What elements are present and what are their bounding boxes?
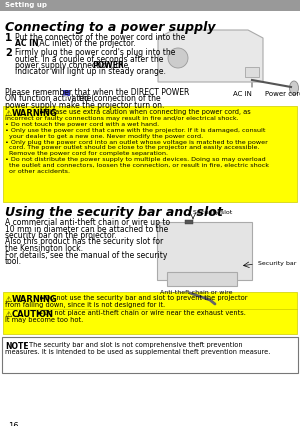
Text: ⚠: ⚠ <box>5 295 13 304</box>
Text: A commercial anti-theft chain or wire up to: A commercial anti-theft chain or wire up… <box>5 218 170 227</box>
Polygon shape <box>158 30 263 82</box>
Text: your dealer to get a new one. Never modify the power cord.: your dealer to get a new one. Never modi… <box>5 134 203 139</box>
Text: ►Do not place anti-theft chain or wire near the exhaust vents.: ►Do not place anti-theft chain or wire n… <box>38 310 246 316</box>
Text: 16: 16 <box>8 422 19 426</box>
Text: ON function activated (: ON function activated ( <box>5 95 94 104</box>
FancyBboxPatch shape <box>167 272 237 286</box>
Text: Put the connector of the power cord into the: Put the connector of the power cord into… <box>15 33 185 42</box>
Text: from falling down, since it is not designed for it.: from falling down, since it is not desig… <box>5 302 165 308</box>
Text: It may become too hot.: It may become too hot. <box>5 317 83 323</box>
FancyBboxPatch shape <box>2 337 298 373</box>
Text: the Kensington lock.: the Kensington lock. <box>5 244 83 253</box>
Text: 2: 2 <box>5 48 12 58</box>
Text: WARNING: WARNING <box>12 295 58 304</box>
Text: 10 mm in diameter can be attached to the: 10 mm in diameter can be attached to the <box>5 225 168 233</box>
Text: • The security bar and slot is not comprehensive theft prevention: • The security bar and slot is not compr… <box>23 342 243 348</box>
Text: security bar on the projector.: security bar on the projector. <box>5 231 116 240</box>
Text: or other accidents.: or other accidents. <box>5 169 70 174</box>
Text: indicator will light up in steady orange.: indicator will light up in steady orange… <box>15 67 166 77</box>
Text: ⚠: ⚠ <box>5 310 13 319</box>
Text: Setting up: Setting up <box>5 3 47 9</box>
Text: AC IN: AC IN <box>15 40 38 49</box>
Text: the outlet and connectors, loosen the connection, or result in fire, electric sh: the outlet and connectors, loosen the co… <box>5 163 269 168</box>
Text: Security slot: Security slot <box>193 210 232 215</box>
Text: power supply connection, the: power supply connection, the <box>15 61 130 70</box>
Text: Firmly plug the power cord's plug into the: Firmly plug the power cord's plug into t… <box>15 48 175 57</box>
Text: .: . <box>10 33 13 43</box>
Text: (AC inlet) of the projector.: (AC inlet) of the projector. <box>34 40 136 49</box>
Text: tool.: tool. <box>5 257 22 266</box>
Text: Security bar: Security bar <box>258 261 296 266</box>
Text: outlet. In a couple of seconds after the: outlet. In a couple of seconds after the <box>15 55 164 63</box>
Ellipse shape <box>290 81 298 95</box>
Text: Remove the power cord for complete separation.: Remove the power cord for complete separ… <box>5 151 168 156</box>
Text: measures. It is intended to be used as supplemental theft prevention measure.: measures. It is intended to be used as s… <box>5 349 270 355</box>
FancyBboxPatch shape <box>157 222 252 280</box>
Text: ►Do not use the security bar and slot to prevent the projector: ►Do not use the security bar and slot to… <box>40 295 248 301</box>
Bar <box>3 106 297 202</box>
Text: 55: 55 <box>63 95 69 100</box>
Text: Connecting to a power supply: Connecting to a power supply <box>5 21 215 34</box>
Text: • Do not distribute the power supply to multiple devices. Doing so may overload: • Do not distribute the power supply to … <box>5 157 266 162</box>
Text: .: . <box>10 48 13 58</box>
Bar <box>0 0 300 11</box>
Text: CAUTION: CAUTION <box>12 310 54 319</box>
Text: ⚠: ⚠ <box>5 109 13 118</box>
Circle shape <box>168 48 188 68</box>
Bar <box>3 292 297 334</box>
Text: Anti-theft chain or wire: Anti-theft chain or wire <box>160 290 232 295</box>
Text: incorrect or faulty connections may result in fire and/or electrical shock.: incorrect or faulty connections may resu… <box>5 116 238 121</box>
Text: cord. The power outlet should be close to the projector and easily accessible.: cord. The power outlet should be close t… <box>5 146 260 150</box>
Text: POWER: POWER <box>92 61 124 70</box>
Bar <box>62 90 70 95</box>
Text: AC IN: AC IN <box>233 91 252 97</box>
Text: Using the security bar and slot: Using the security bar and slot <box>5 206 223 219</box>
Text: ), the connection of the: ), the connection of the <box>71 95 160 104</box>
Text: • Only use the power cord that came with the projector. If it is damaged, consul: • Only use the power cord that came with… <box>5 128 266 133</box>
Text: ►Please use extra caution when connecting the power cord, as: ►Please use extra caution when connectin… <box>40 109 251 115</box>
Text: WARNING: WARNING <box>12 109 58 118</box>
Text: For details, see the manual of the security: For details, see the manual of the secur… <box>5 250 167 259</box>
Bar <box>185 220 193 224</box>
Text: • Do not touch the power cord with a wet hand.: • Do not touch the power cord with a wet… <box>5 122 159 127</box>
Text: • Only plug the power cord into an outlet whose voltage is matched to the power: • Only plug the power cord into an outle… <box>5 140 268 144</box>
Text: 1: 1 <box>5 33 12 43</box>
Text: NOTE: NOTE <box>5 342 28 351</box>
Text: Also this product has the security slot for: Also this product has the security slot … <box>5 238 163 247</box>
Text: Power cord: Power cord <box>265 91 300 97</box>
Bar <box>245 67 259 77</box>
Text: power supply make the projector turn on.: power supply make the projector turn on. <box>5 101 164 110</box>
Text: Please remember that when the DIRECT POWER: Please remember that when the DIRECT POW… <box>5 88 189 97</box>
